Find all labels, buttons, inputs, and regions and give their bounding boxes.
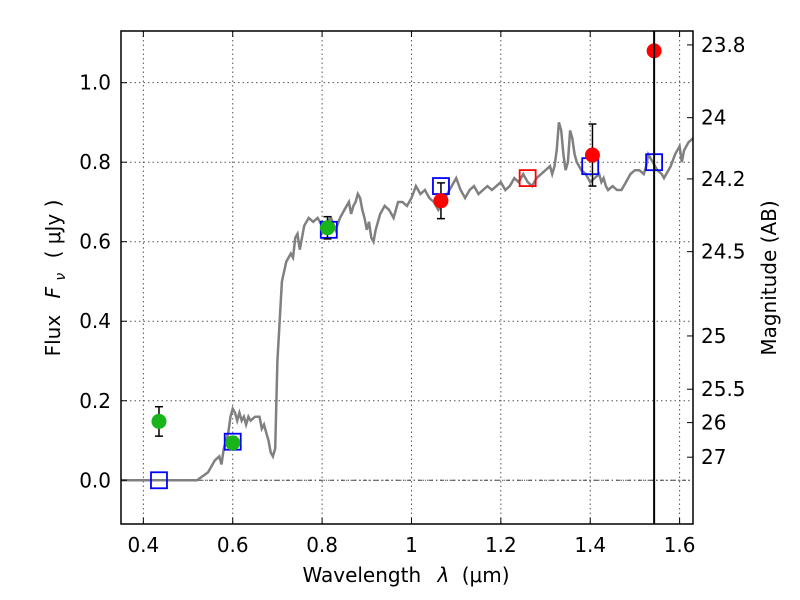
right-tick-label: 24.2 xyxy=(701,167,746,191)
right-tick-label: 25 xyxy=(701,324,726,348)
green-data-point xyxy=(225,435,241,451)
model-square-marker xyxy=(150,471,168,490)
x-tick-label: 0.8 xyxy=(306,533,338,557)
right-tick-label: 26 xyxy=(701,411,726,435)
y-tick-label: 0.6 xyxy=(79,230,111,254)
y-tick-label: 1.0 xyxy=(79,71,111,95)
plot-frame xyxy=(120,30,694,525)
y-axis-title-subscript: ν xyxy=(53,273,69,281)
model-photometry-squares xyxy=(150,153,664,490)
right-axis-title: Magnitude (AB) xyxy=(757,200,781,355)
green-data-point xyxy=(319,220,335,236)
x-tick-label: 1.6 xyxy=(664,533,696,557)
y-axis-title-main: Flux xyxy=(41,315,65,357)
x-tick-label: 1.2 xyxy=(485,533,517,557)
red-data-point xyxy=(433,193,449,209)
y-tick-label: 0.0 xyxy=(79,468,111,492)
right-tick-label: 24 xyxy=(701,106,726,130)
x-tick-label: 1 xyxy=(405,533,418,557)
y-axis-title-unit: ( μJy ) xyxy=(41,200,65,259)
right-axis-ticks: 23.8 24 24.2 24.5 25 25.5 26 27 xyxy=(687,33,746,469)
x-tick-label: 1.4 xyxy=(574,533,606,557)
right-tick-label: 23.8 xyxy=(701,33,746,57)
x-axis-title: Wavelength λ (μm) xyxy=(302,563,509,587)
right-tick-label: 27 xyxy=(701,445,726,469)
y-axis-title-symbol: F xyxy=(41,286,65,298)
y-axis-ticks: 0.0 0.2 0.4 0.6 0.8 1.0 xyxy=(79,71,127,492)
right-tick-label: 25.5 xyxy=(701,377,746,401)
x-axis-title-unit: (μm) xyxy=(462,563,510,587)
right-tick-label: 24.5 xyxy=(701,240,746,264)
observed-points xyxy=(151,43,662,451)
green-data-point xyxy=(151,413,167,429)
x-tick-label: 0.6 xyxy=(217,533,249,557)
y-tick-label: 0.2 xyxy=(79,389,111,413)
x-tick-label: 0.4 xyxy=(127,533,159,557)
model-spectrum-line xyxy=(121,122,694,482)
x-axis-ticks: 0.4 0.6 0.8 1 1.2 1.4 1.6 xyxy=(127,31,696,557)
x-axis-title-main: Wavelength xyxy=(302,563,421,587)
x-axis-title-symbol: λ xyxy=(437,563,450,587)
y-tick-label: 0.8 xyxy=(79,150,111,174)
model-square-marker xyxy=(518,169,537,188)
y-axis-title: Flux F ν ( μJy ) xyxy=(41,200,70,357)
y-tick-label: 0.4 xyxy=(79,309,111,333)
red-data-point xyxy=(584,147,600,163)
